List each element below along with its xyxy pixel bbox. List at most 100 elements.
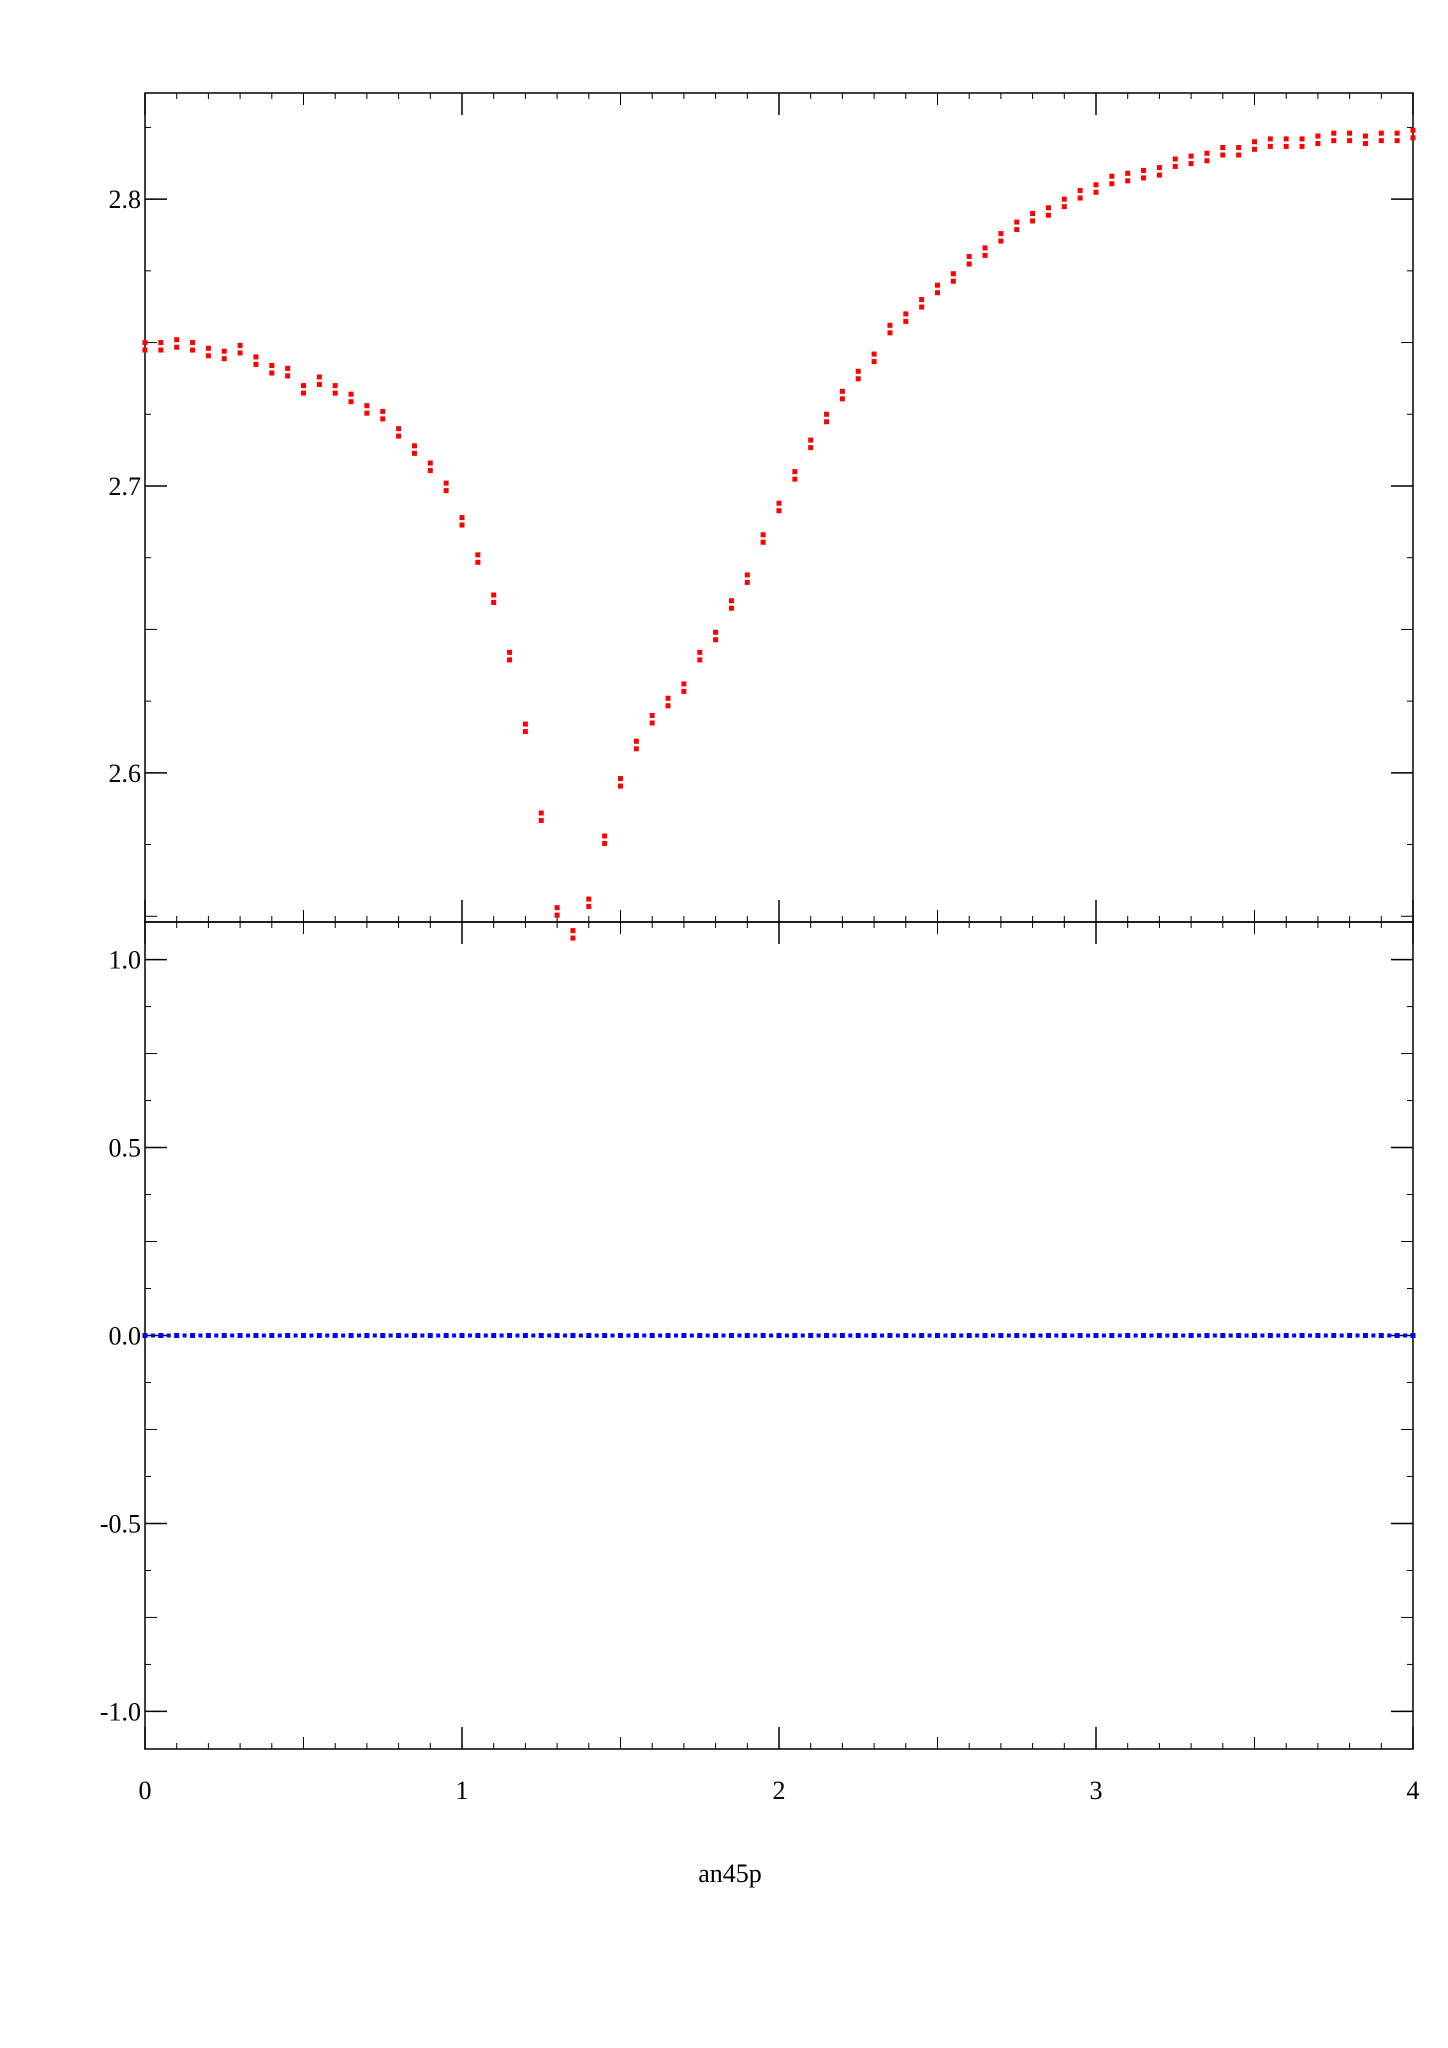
data-point (1363, 1333, 1368, 1338)
data-point (570, 1333, 575, 1338)
data-point (1125, 170, 1131, 176)
data-point (563, 1333, 568, 1338)
data-point (998, 1333, 1003, 1338)
data-point (1045, 205, 1051, 211)
data-point (214, 1333, 219, 1338)
data-point (808, 437, 814, 443)
data-point (1395, 1333, 1400, 1338)
data-point (1331, 138, 1337, 144)
data-point (713, 637, 719, 643)
data-point (1252, 139, 1257, 145)
data-point (728, 598, 734, 604)
data-point (1268, 1333, 1273, 1338)
data-point (1300, 1333, 1305, 1338)
data-point (666, 1333, 671, 1338)
data-point (538, 810, 544, 816)
data-point (824, 1333, 829, 1338)
data-point (1014, 227, 1020, 233)
data-point (1403, 1333, 1408, 1338)
data-point (982, 252, 988, 258)
data-point (428, 1333, 433, 1338)
data-point (467, 1333, 472, 1338)
data-point (1284, 1333, 1289, 1338)
data-point (761, 1333, 766, 1338)
data-point (253, 361, 259, 367)
data-point (721, 1333, 726, 1338)
data-point (522, 721, 528, 727)
data-point (642, 1333, 647, 1338)
data-point (1022, 1333, 1027, 1338)
data-point (935, 282, 940, 288)
data-point (316, 374, 322, 380)
data-point (919, 297, 925, 303)
data-point (1038, 1333, 1043, 1338)
data-point (246, 1333, 251, 1338)
data-point (650, 1333, 655, 1338)
data-point (388, 1333, 393, 1338)
data-point (222, 1333, 227, 1338)
data-point (1077, 195, 1083, 201)
data-point (348, 391, 354, 397)
data-point (665, 695, 671, 701)
data-point (1070, 1333, 1075, 1338)
data-point (935, 1333, 940, 1338)
data-point (792, 476, 798, 482)
data-point (237, 342, 243, 348)
data-point (633, 738, 639, 744)
data-point (396, 433, 402, 439)
data-point (1379, 1333, 1384, 1338)
data-point (459, 515, 465, 521)
data-point (753, 1333, 758, 1338)
data-point (1062, 1333, 1067, 1338)
data-point (380, 416, 386, 422)
data-point (198, 1333, 203, 1338)
data-point (1077, 188, 1083, 194)
data-point (190, 1333, 195, 1338)
data-point (618, 1333, 623, 1338)
data-point (237, 350, 243, 356)
data-point (1030, 1333, 1035, 1338)
data-point (903, 318, 909, 324)
data-point (261, 1333, 266, 1338)
data-point (1331, 130, 1337, 136)
data-point (348, 399, 354, 405)
data-point (800, 1333, 805, 1338)
data-point (602, 833, 608, 839)
data-point (713, 629, 719, 635)
data-point (554, 905, 560, 911)
data-point (253, 354, 259, 360)
data-point (1156, 172, 1162, 178)
data-point (1086, 1333, 1091, 1338)
data-point (205, 345, 211, 351)
data-point (594, 1333, 599, 1338)
data-point (1410, 127, 1416, 133)
data-point (523, 1333, 528, 1338)
data-point (507, 649, 513, 655)
plot-frame (144, 92, 1414, 923)
data-point (990, 1333, 995, 1338)
data-point (427, 468, 433, 474)
data-point (1173, 1333, 1178, 1338)
data-point (935, 290, 940, 296)
data-point (547, 1333, 552, 1338)
data-point (420, 1333, 425, 1338)
data-point (903, 1333, 908, 1338)
data-point (396, 1333, 401, 1338)
data-point (325, 1333, 330, 1338)
data-point (824, 419, 830, 425)
data-point (808, 1333, 813, 1338)
data-point (713, 1333, 718, 1338)
data-point (1283, 136, 1289, 142)
data-point (1355, 1333, 1360, 1338)
data-point (744, 572, 750, 578)
data-point (950, 278, 956, 284)
data-point (1109, 1333, 1114, 1338)
data-point (745, 1333, 750, 1338)
data-point (1181, 1333, 1186, 1338)
data-point (143, 1333, 147, 1338)
data-point (1339, 1333, 1344, 1338)
data-point (1315, 1333, 1320, 1338)
data-point (959, 1333, 964, 1338)
data-point (1172, 156, 1178, 162)
data-point (412, 1333, 417, 1338)
